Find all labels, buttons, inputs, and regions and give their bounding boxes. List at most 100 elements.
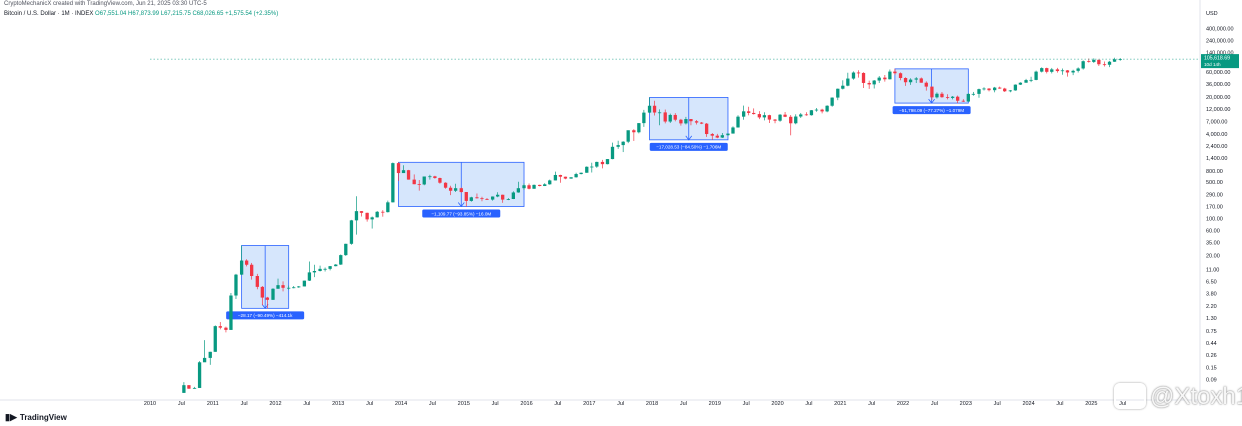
- candle: [469, 196, 473, 202]
- candle-body: [742, 111, 746, 117]
- drawdown-arrow-head: [928, 98, 935, 104]
- candle: [428, 174, 432, 180]
- candle: [720, 133, 724, 138]
- candle: [841, 80, 845, 90]
- candle: [516, 181, 521, 193]
- candle-body: [642, 112, 646, 124]
- candle: [433, 175, 437, 179]
- candle: [699, 121, 704, 125]
- candle-body: [1018, 82, 1023, 85]
- candle-body: [511, 192, 515, 199]
- candle-body: [924, 82, 928, 87]
- candle: [757, 111, 761, 120]
- candle-body: [260, 286, 264, 298]
- candle-body: [490, 196, 495, 200]
- candle-body: [841, 85, 845, 89]
- candle-body: [825, 105, 829, 112]
- candle-body: [809, 110, 814, 116]
- y-tick-label: 7,000.00: [1206, 119, 1227, 125]
- y-tick-label: 0.75: [1206, 329, 1217, 335]
- candle-body: [354, 211, 359, 221]
- candle-body: [281, 285, 285, 288]
- drawdown-label: −17,028.53 (−84.50%) −1.706M: [656, 145, 721, 150]
- candle: [579, 172, 583, 175]
- candle-body: [799, 114, 803, 117]
- candle: [956, 95, 960, 104]
- candle-body: [391, 163, 395, 203]
- change-value: +1,575.54 (+2.35%): [225, 11, 279, 17]
- candle: [590, 162, 594, 173]
- candle: [908, 78, 913, 85]
- candle-body: [778, 114, 782, 121]
- candle: [652, 100, 657, 116]
- candle-body: [1071, 70, 1075, 73]
- candle: [302, 280, 307, 287]
- candle-body: [1034, 71, 1038, 80]
- candle-body: [747, 111, 751, 113]
- x-tick-label: 2020: [771, 401, 783, 407]
- candle: [605, 159, 610, 165]
- candle: [563, 176, 568, 180]
- candle: [417, 180, 421, 191]
- candle-body: [1087, 61, 1091, 62]
- x-tick-label: Jul: [492, 401, 499, 407]
- x-tick-label: 2010: [144, 401, 156, 407]
- y-tick-label: 100.00: [1206, 217, 1223, 223]
- candle-body: [543, 184, 547, 187]
- candle: [610, 142, 615, 160]
- x-tick-label: 2012: [269, 401, 281, 407]
- candle: [867, 80, 871, 89]
- symbol-name: Bitcoin / U.S. Dollar · 1M · INDEX: [4, 11, 94, 17]
- drawdown-label: −51,798.09 (−77.27%) −1.079M: [899, 108, 964, 113]
- candle: [731, 126, 735, 134]
- candle: [255, 273, 259, 290]
- candle-body: [1029, 79, 1033, 81]
- candle: [998, 86, 1002, 89]
- candle: [354, 196, 359, 235]
- candle: [637, 123, 641, 134]
- candle: [1018, 82, 1023, 86]
- candle-body: [563, 176, 568, 179]
- y-tick-label: 1,400.00: [1206, 156, 1227, 162]
- candle-body: [1112, 59, 1117, 62]
- y-tick-label: 0.44: [1206, 341, 1217, 347]
- candle-body: [773, 119, 777, 121]
- candle: [187, 385, 191, 389]
- candle: [396, 162, 401, 181]
- candle-body: [475, 197, 479, 199]
- candle: [381, 210, 385, 217]
- candle: [820, 108, 824, 114]
- candle-body: [339, 255, 343, 265]
- y-tick-label: 60,000.00: [1206, 70, 1230, 76]
- x-tick-label: 2015: [458, 401, 470, 407]
- candle: [192, 386, 197, 389]
- candle-body: [239, 260, 244, 275]
- candle-body: [679, 119, 683, 124]
- candle: [490, 196, 495, 201]
- candle-body: [318, 268, 322, 271]
- candle-body: [558, 174, 563, 177]
- candle: [244, 259, 249, 267]
- candle-body: [412, 179, 416, 185]
- candle: [851, 71, 856, 80]
- y-tick-label: 0.15: [1206, 366, 1217, 372]
- y-tick-label: 400,000.00: [1206, 27, 1234, 33]
- x-tick-label: 2022: [897, 401, 909, 407]
- candle: [642, 109, 646, 127]
- candle-body: [689, 119, 693, 122]
- candle-body: [375, 211, 379, 218]
- candle: [898, 72, 903, 81]
- candle-body: [993, 87, 997, 91]
- candle: [365, 212, 369, 222]
- tradingview-logo[interactable]: ▮▶ TradingView: [5, 412, 67, 422]
- candle-body: [334, 264, 338, 267]
- candle: [496, 192, 500, 198]
- candle: [893, 68, 897, 75]
- x-tick-label: Jul: [868, 401, 875, 407]
- candle-body: [292, 287, 296, 289]
- candle-body: [234, 274, 238, 296]
- candle: [260, 286, 264, 306]
- candle: [966, 93, 970, 102]
- candle-body: [453, 188, 458, 191]
